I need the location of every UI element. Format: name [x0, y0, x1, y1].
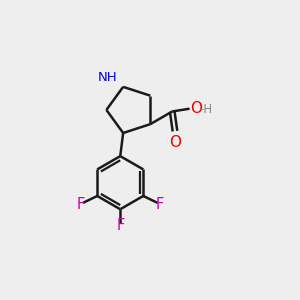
Text: F: F [76, 196, 85, 211]
Text: NH: NH [98, 71, 117, 84]
Text: F: F [116, 218, 124, 233]
Text: O: O [190, 100, 202, 116]
Text: F: F [156, 196, 164, 211]
Text: -H: -H [199, 103, 212, 116]
Text: O: O [169, 135, 181, 150]
